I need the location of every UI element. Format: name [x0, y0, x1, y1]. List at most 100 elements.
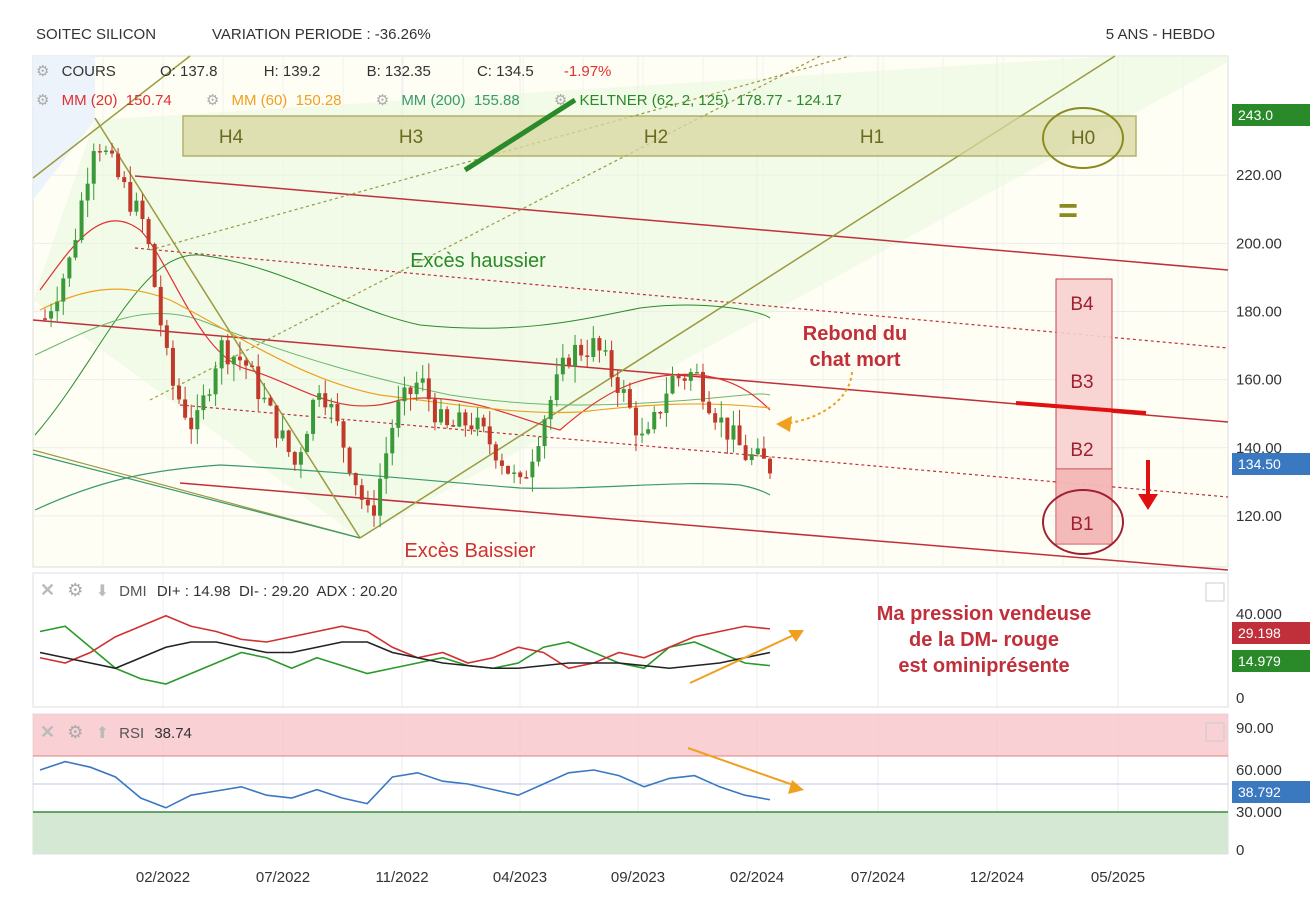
h0-circle	[1042, 107, 1124, 169]
panel-checkbox	[1205, 582, 1225, 602]
period-label[interactable]: 5 ANS - HEBDO	[1105, 26, 1215, 43]
candle-body	[365, 499, 370, 506]
rsi-series	[39, 760, 771, 809]
candle-body	[524, 477, 529, 479]
arrow-head-icon	[788, 630, 804, 642]
channel-upper-mid-line	[134, 247, 1229, 349]
candle-body	[469, 425, 474, 430]
candle-body	[43, 318, 47, 320]
candle-body	[493, 444, 498, 461]
b-level-label: B4	[1070, 294, 1094, 315]
candle-body	[518, 472, 523, 478]
candle-body	[128, 182, 133, 212]
rsi-name: RSI	[119, 725, 145, 742]
candle-body	[481, 417, 486, 427]
gear-icon[interactable]: ⚙	[67, 722, 84, 742]
x-tick-label: 12/2024	[970, 869, 1024, 886]
top-level-tag: 243.0	[1232, 104, 1310, 126]
bull-excess-label: Excès haussier	[410, 250, 546, 272]
gear-icon[interactable]: ⚙	[205, 92, 220, 109]
channel-lower-mid-line	[179, 404, 1229, 498]
dm-annotation: Ma pression vendeuse	[877, 603, 1092, 625]
candle-body	[499, 460, 504, 466]
candle-body	[207, 394, 212, 396]
candle-body	[652, 411, 657, 430]
candle-body	[420, 378, 425, 383]
candle-body	[152, 244, 157, 287]
close-icon[interactable]: ✕	[40, 722, 56, 742]
b-level-label: B2	[1070, 440, 1093, 461]
x-tick-label: 07/2022	[256, 869, 310, 886]
dmi-series-DI+	[39, 625, 771, 685]
mm60-legend: MM (60) 150.28	[231, 92, 342, 109]
candle-body	[158, 286, 163, 326]
rsi-tag: 38.792	[1232, 781, 1310, 803]
candle-body	[341, 421, 346, 448]
candle-body	[700, 372, 705, 402]
equal-sign: =	[1058, 192, 1078, 230]
candle-body	[688, 372, 693, 381]
candle-body	[384, 453, 389, 479]
candle-body	[694, 372, 699, 374]
change-value: -1.97%	[563, 63, 612, 80]
candle-body	[396, 401, 401, 428]
candle-body	[463, 412, 468, 426]
candle-body	[244, 360, 249, 366]
candle-body	[378, 478, 383, 516]
gear-icon[interactable]: ⚙	[67, 580, 84, 600]
candle-body	[439, 409, 444, 423]
b-level-label: B1	[1070, 514, 1093, 535]
b3-marker-line	[1015, 401, 1147, 415]
move-up-icon[interactable]: ⬆	[95, 725, 109, 742]
dead-cat-label: Rebond du	[803, 323, 907, 345]
y-tick-label: 140.00	[1236, 440, 1282, 457]
candle-body	[768, 458, 772, 474]
candle-body	[177, 385, 182, 400]
candle-body	[536, 446, 541, 462]
candle-body	[743, 445, 748, 461]
arrow-head-icon	[776, 416, 792, 432]
candle-body	[250, 365, 255, 368]
y-tick-label: 120.00	[1236, 508, 1282, 525]
candle-body	[79, 200, 84, 241]
x-tick-label: 09/2023	[611, 869, 665, 886]
candle-body	[719, 417, 724, 423]
candle-body	[286, 430, 291, 453]
dmi-name: DMI	[119, 583, 147, 600]
move-down-icon[interactable]: ⬇	[95, 583, 109, 600]
gear-icon[interactable]: ⚙	[36, 63, 50, 80]
candle-body	[323, 393, 328, 408]
close-icon[interactable]: ✕	[40, 580, 56, 600]
gear-icon[interactable]: ⚙	[375, 92, 390, 109]
candle-body	[670, 375, 675, 394]
dmi-legend: ✕ ⚙ ⬇ DMI DI+ : 14.98 DI- : 29.20 ADX : …	[40, 580, 397, 601]
candle-body	[134, 200, 139, 212]
di-minus-tag: 29.198	[1232, 622, 1310, 644]
candle-body	[85, 183, 90, 201]
candle-body	[408, 387, 413, 395]
candle-body	[103, 150, 108, 153]
candle-body	[91, 151, 96, 184]
candle-body	[457, 412, 462, 427]
fan-line	[32, 453, 361, 539]
b1-zone	[1056, 469, 1112, 544]
candle-body	[542, 419, 547, 447]
candle-body	[749, 454, 754, 461]
gear-icon[interactable]: ⚙	[553, 92, 568, 109]
gear-icon[interactable]: ⚙	[36, 92, 50, 109]
candle-body	[573, 344, 578, 367]
candle-body	[110, 150, 115, 154]
dead-cat-arrow	[781, 371, 853, 425]
di-plus-tag: 14.979	[1232, 650, 1310, 672]
candle-body	[390, 427, 395, 454]
h-level-label: H4	[219, 127, 244, 148]
candle-body	[237, 356, 242, 361]
candle-body	[329, 404, 334, 408]
candle-body	[292, 452, 297, 465]
candle-body	[597, 338, 602, 351]
candle-body	[55, 301, 60, 312]
candle-body	[170, 347, 175, 386]
candle-body	[621, 389, 626, 393]
rsi-overbought-zone	[33, 714, 1228, 756]
candle-body	[530, 461, 535, 478]
